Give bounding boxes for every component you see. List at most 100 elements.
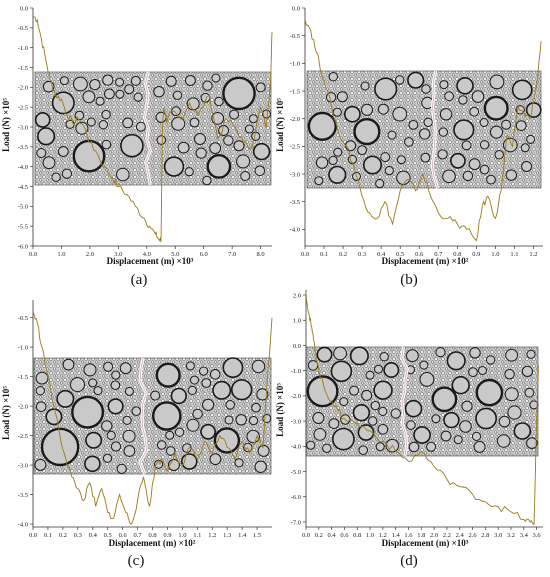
aggregate-particle — [110, 441, 122, 452]
aggregate-particle — [104, 88, 115, 100]
aggregate-particle — [331, 427, 355, 451]
x-tick-label: 1.0 — [491, 251, 499, 258]
aggregate-particle — [336, 91, 348, 103]
aggregate-particle — [254, 460, 267, 473]
y-tick-label: 2.0 — [293, 292, 301, 299]
aggregate-particle — [34, 458, 47, 471]
aggregate-particle — [494, 150, 504, 160]
y-tick-label: -2.5 — [18, 104, 28, 111]
x-tick-label: 0.4 — [377, 251, 386, 258]
aggregate-particle — [456, 77, 474, 95]
aggregate-particle — [123, 445, 136, 457]
aggregate-particle — [57, 146, 69, 157]
x-tick-label: 1.5 — [253, 532, 261, 539]
x-tick-label: 0.2 — [59, 532, 67, 539]
x-tick-label: 2.0 — [86, 251, 94, 258]
x-tick-label: 0.0 — [29, 251, 37, 258]
aggregate-particle — [471, 90, 485, 103]
aggregate-particle — [171, 116, 186, 131]
aggregate-particle — [443, 411, 460, 429]
aggregate-particle — [209, 453, 222, 466]
x-tick-label: 2.8 — [481, 532, 489, 539]
aggregate-particle — [328, 155, 338, 165]
y-tick-label: -1.0 — [291, 368, 301, 375]
y-tick-label: -4.0 — [290, 227, 300, 234]
aggregate-particle — [485, 355, 496, 365]
aggregate-particle — [202, 175, 212, 186]
x-tick-label: 0.1 — [44, 532, 52, 539]
x-tick-label: 0.6 — [340, 532, 349, 539]
y-tick-label: 0.0 — [292, 5, 300, 12]
x-tick-label: 3.4 — [520, 532, 529, 539]
aggregate-particle — [202, 398, 215, 411]
aggregate-particle — [306, 375, 339, 408]
aggregate-particle — [511, 79, 533, 101]
aggregate-particle — [150, 390, 161, 401]
aggregate-particle — [72, 139, 106, 173]
aggregate-particle — [526, 134, 536, 144]
y-tick-label: -1.5 — [18, 374, 28, 381]
aggregate-particle — [328, 165, 347, 184]
aggregate-particle — [374, 364, 383, 374]
aggregate-particle — [358, 445, 369, 456]
aggregate-particle — [438, 127, 448, 137]
aggregate-particle — [248, 114, 258, 124]
aggregate-particle — [73, 76, 88, 92]
aggregate-particle — [404, 399, 423, 418]
aggregate-particle — [307, 111, 337, 141]
aggregate-particle — [170, 387, 188, 405]
aggregate-particle — [483, 95, 509, 121]
x-tick-label: 0.3 — [74, 532, 82, 539]
aggregate-particle — [345, 140, 357, 152]
x-tick-label: 0.7 — [434, 251, 443, 258]
aggregate-particle — [349, 346, 369, 366]
aggregate-particle — [423, 117, 433, 128]
x-tick-label: 3.6 — [533, 532, 542, 539]
specimen-c — [33, 357, 272, 475]
load-curve-b — [304, 19, 542, 242]
aggregate-particle — [119, 362, 132, 375]
aggregate-particle — [526, 437, 538, 449]
x-tick-label: 0.0 — [301, 251, 309, 258]
aggregate-particle — [36, 127, 56, 146]
aggregate-particle — [322, 443, 332, 453]
aggregate-particle — [214, 96, 224, 107]
aggregate-particle — [407, 71, 425, 89]
y-tick-label: -6.0 — [291, 494, 301, 501]
aggregate-particle — [186, 418, 200, 432]
aggregate-particle — [101, 420, 113, 432]
aggregate-particle — [419, 372, 435, 387]
y-tick-label: -3.5 — [18, 492, 28, 499]
aggregate-particle — [473, 440, 486, 453]
specimen-a — [34, 71, 272, 186]
y-tick-label: 0.0 — [293, 343, 301, 350]
y-ticks-c: -0.5 -1.0 -1.5 -2.0 -2.5 -3.0 -3.5 -4.0 — [18, 315, 33, 528]
aggregate-particle — [439, 80, 449, 90]
aggregate-particle — [224, 415, 234, 425]
aggregate-particle — [479, 164, 490, 175]
y-tick-label: -2.0 — [18, 85, 28, 92]
aggregate-particle — [111, 370, 121, 380]
aggregate-particle — [231, 379, 253, 401]
aggregate-particle — [211, 73, 221, 83]
y-tick-label: 1.0 — [293, 318, 301, 325]
aggregate-particle — [235, 414, 247, 426]
x-tick-label: 0.8 — [353, 532, 361, 539]
aggregate-particle — [251, 131, 261, 141]
aggregate-particle — [375, 178, 385, 189]
specimen-d — [305, 346, 539, 457]
aggregate-particle — [408, 441, 420, 453]
aggregate-particle — [223, 135, 234, 146]
panel-label-d: (d) — [400, 553, 418, 569]
aggregate-particle — [503, 137, 518, 153]
aggregate-particle — [213, 427, 241, 454]
aggregate-particle — [360, 81, 370, 91]
aggregate-particle — [406, 349, 419, 363]
aggregate-particle — [352, 404, 371, 422]
aggregate-particle — [206, 153, 232, 179]
aggregate-particle — [124, 84, 135, 95]
x-tick-label: 1.0 — [57, 251, 65, 258]
aggregate-particle — [349, 385, 360, 396]
aggregate-particle — [373, 380, 393, 400]
